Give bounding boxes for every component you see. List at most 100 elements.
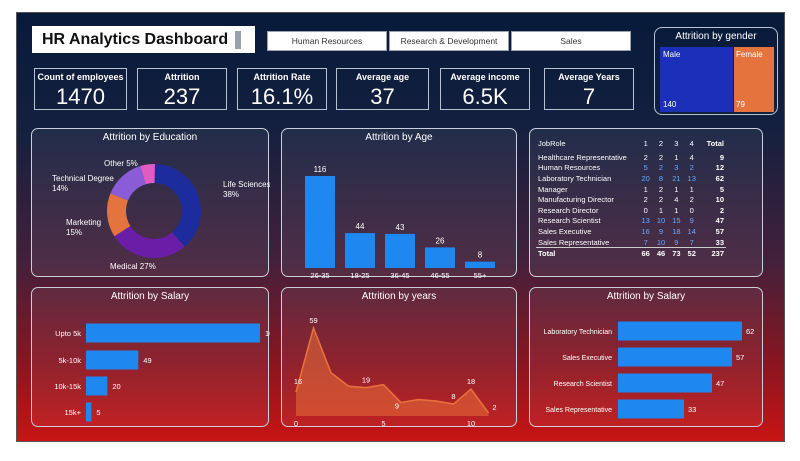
header-4[interactable]: 4 bbox=[689, 138, 694, 148]
years-x-tick: 10 bbox=[467, 419, 475, 428]
kpi-value: 37 bbox=[370, 84, 395, 109]
education-slice[interactable] bbox=[140, 164, 155, 185]
value-cell: 7 bbox=[689, 237, 694, 247]
bottom-strip bbox=[0, 442, 800, 461]
slicer-research-development[interactable]: Research & Development bbox=[389, 31, 509, 51]
jobrole-matrix-panel: JobRole 1 2 3 4 Total Healthcare Represe… bbox=[529, 128, 763, 277]
years-point-label: 16 bbox=[294, 377, 302, 386]
value-cell: 4 bbox=[689, 152, 694, 162]
dashboard-canvas: HR Analytics Dashboard Human Resources R… bbox=[17, 13, 784, 441]
table-row: Sales Executive 16 9 18 14 57 bbox=[536, 226, 726, 237]
salary-bar-value: 163 bbox=[265, 329, 270, 338]
panel-title: Attrition by years bbox=[361, 291, 437, 302]
jobrole-cell: Research Director bbox=[538, 205, 599, 215]
education-slice[interactable] bbox=[154, 164, 201, 247]
salary-bar[interactable] bbox=[86, 323, 260, 343]
education-label: 15% bbox=[66, 228, 82, 237]
salary-bar[interactable] bbox=[86, 376, 108, 396]
age-bar-value: 26 bbox=[436, 236, 445, 245]
table-row: Manufacturing Director 2 2 4 2 10 bbox=[536, 194, 726, 205]
age-category-label: 18-25 bbox=[350, 271, 369, 278]
kpi-average-age: Average age 37 bbox=[336, 68, 429, 110]
age-bar-value: 44 bbox=[356, 222, 365, 231]
header-total[interactable]: Total bbox=[706, 138, 724, 148]
jobrole-cell: Laboratory Technician bbox=[538, 173, 612, 183]
role-bar-value: 47 bbox=[716, 379, 724, 388]
role-bar[interactable] bbox=[618, 399, 684, 419]
total-cell: 12 bbox=[715, 163, 724, 173]
jobrole-cell: Total bbox=[536, 247, 638, 259]
age-bar[interactable] bbox=[425, 247, 455, 268]
age-bar[interactable] bbox=[385, 233, 415, 268]
jobrole-cell: Human Resources bbox=[538, 163, 601, 173]
salary-category-label: 15k+ bbox=[65, 408, 82, 417]
value-cell: 1 bbox=[643, 184, 648, 194]
value-cell: 16 bbox=[641, 226, 650, 236]
total-cell: 5 bbox=[719, 184, 724, 194]
value-cell: 10 bbox=[656, 237, 666, 247]
female-value: 79 bbox=[736, 100, 745, 109]
age-bar[interactable] bbox=[465, 261, 495, 268]
total-cell: 33 bbox=[715, 237, 724, 247]
kpi-label: Attrition bbox=[164, 72, 200, 82]
jobrole-cell: Manager bbox=[538, 184, 568, 194]
age-bar[interactable] bbox=[345, 233, 375, 268]
kpi-average-income: Average income 6.5K bbox=[440, 68, 530, 110]
role-bar[interactable] bbox=[618, 373, 712, 393]
value-cell: 8 bbox=[658, 173, 664, 183]
kpi-average-years: Average Years 7 bbox=[544, 68, 634, 110]
role-category-label: Research Scientist bbox=[554, 381, 612, 388]
education-label: Other 5% bbox=[104, 159, 138, 168]
value-cell: 3 bbox=[674, 163, 679, 173]
value-cell: 21 bbox=[672, 173, 681, 183]
age-bar-chart: 116 26-35 44 18-25 43 36-45 26 46-55 8 55+ bbox=[305, 165, 495, 278]
slicer-sales[interactable]: Sales bbox=[511, 31, 631, 51]
value-cell: 0 bbox=[643, 205, 648, 215]
header-3[interactable]: 3 bbox=[674, 138, 679, 148]
education-slice[interactable] bbox=[114, 226, 185, 258]
kpi-label: Average income bbox=[450, 72, 520, 82]
role-bar[interactable] bbox=[618, 347, 732, 367]
kpi-value: 16.1% bbox=[250, 84, 314, 109]
salary-bar-value: 20 bbox=[112, 382, 120, 391]
total-cell: 57 bbox=[715, 226, 724, 236]
title-accent-bar bbox=[235, 31, 241, 49]
table-row: Sales Representative 7 10 9 7 33 bbox=[536, 237, 726, 248]
value-cell: 66 bbox=[638, 247, 654, 259]
education-slice[interactable] bbox=[107, 193, 131, 237]
value-cell: 2 bbox=[658, 163, 664, 173]
jobrole-cell: Healthcare Representative bbox=[538, 152, 627, 162]
education-slice[interactable] bbox=[110, 166, 146, 201]
role-bar-value: 62 bbox=[746, 327, 754, 336]
years-line[interactable] bbox=[295, 325, 490, 414]
header-1[interactable]: 1 bbox=[643, 138, 648, 148]
gender-female-block[interactable]: Female 79 bbox=[734, 47, 774, 112]
value-cell: 9 bbox=[658, 226, 664, 236]
kpi-count-employees: Count of employees 1470 bbox=[34, 68, 127, 110]
jobrole-cell: Research Scientist bbox=[538, 216, 601, 226]
total-cell: 10 bbox=[715, 195, 724, 205]
kpi-attrition: Attrition 237 bbox=[137, 68, 227, 110]
header-2[interactable]: 2 bbox=[658, 138, 664, 148]
kpi-label: Count of employees bbox=[37, 72, 124, 82]
salary-bar[interactable] bbox=[86, 350, 139, 370]
salary-bar[interactable] bbox=[86, 402, 92, 422]
value-cell: 10 bbox=[656, 216, 666, 226]
value-cell: 18 bbox=[672, 226, 681, 236]
salary-bar-value: 49 bbox=[143, 356, 151, 365]
total-cell: 47 bbox=[715, 216, 724, 226]
role-bar[interactable] bbox=[618, 321, 742, 341]
years-point-label: 59 bbox=[309, 316, 317, 325]
kpi-value: 237 bbox=[163, 84, 201, 109]
age-bar[interactable] bbox=[305, 176, 335, 268]
attrition-by-education-panel: Attrition by Education Life Sciences 38% M… bbox=[31, 128, 270, 277]
role-bar-value: 57 bbox=[736, 353, 744, 362]
gender-male-block[interactable]: Male 140 bbox=[660, 47, 733, 112]
total-cell: 9 bbox=[719, 152, 724, 162]
table-row: Manager 1 2 1 1 5 bbox=[536, 184, 726, 195]
value-cell: 1 bbox=[674, 184, 679, 194]
slicer-human-resources[interactable]: Human Resources bbox=[267, 31, 387, 51]
header-jobrole[interactable]: JobRole bbox=[538, 138, 566, 148]
years-area-chart: 16 59 19 9 8 18 2 0 5 10 bbox=[294, 316, 497, 428]
